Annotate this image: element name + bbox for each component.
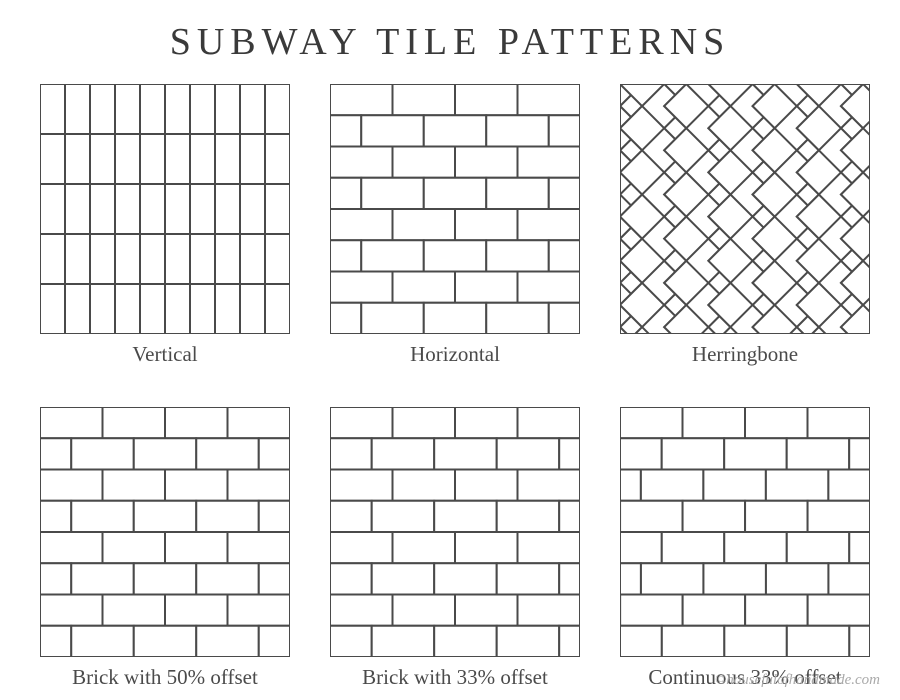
pattern-cell-cont33: Continuous 33% offset [620, 407, 870, 690]
pattern-cell-brick33: Brick with 33% offset [330, 407, 580, 690]
brick50-caption: Brick with 50% offset [72, 665, 258, 690]
brick50-swatch [40, 407, 290, 657]
pattern-grid: Vertical Horizontal Herringbone Brick with … [30, 84, 870, 690]
pattern-cell-horizontal: Horizontal [330, 84, 580, 367]
vertical-caption: Vertical [132, 342, 197, 367]
cont33-swatch [620, 407, 870, 657]
brick33-caption: Brick with 33% offset [362, 665, 548, 690]
page-root: SUBWAY TILE PATTERNS Vertical Horizontal H… [0, 0, 900, 700]
page-title: SUBWAY TILE PATTERNS [30, 20, 870, 64]
pattern-cell-brick50: Brick with 50% offset [40, 407, 290, 690]
pattern-cell-herringbone: Herringbone [620, 84, 870, 367]
pattern-cell-vertical: Vertical [40, 84, 290, 367]
herringbone-caption: Herringbone [692, 342, 798, 367]
herringbone-swatch [620, 84, 870, 334]
credit-text: ©housefulofhandmade.com [715, 672, 880, 689]
brick33-swatch [330, 407, 580, 657]
horizontal-caption: Horizontal [410, 342, 500, 367]
vertical-swatch [40, 84, 290, 334]
horizontal-swatch [330, 84, 580, 334]
